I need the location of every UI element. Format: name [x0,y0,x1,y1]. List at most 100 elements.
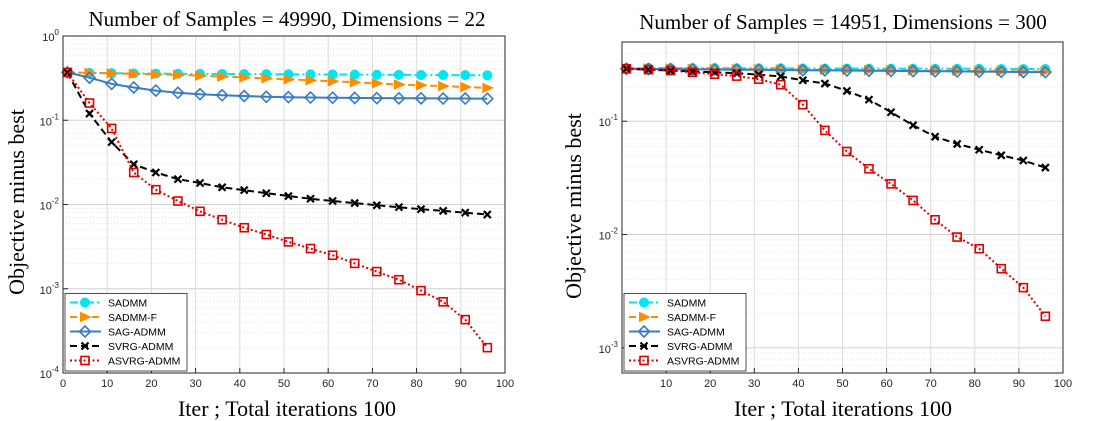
data-point [972,64,986,79]
y-tick-label: 10-3 [40,281,60,297]
x-tick-label: 80 [410,378,422,390]
series-svrg-admm [63,68,492,219]
data-point [327,250,338,261]
data-point [239,185,249,195]
data-point [193,87,207,101]
data-point [217,214,227,225]
x-tick-label: 30 [189,378,201,390]
data-point [284,191,293,201]
series-sag-admm [60,65,494,106]
x-tick-label: 0 [60,378,66,390]
y-tick-label: 10-2 [40,197,60,213]
data-point [372,266,382,277]
data-point [928,64,942,78]
x-tick-label: 70 [925,378,937,390]
data-point [950,64,964,79]
x-tick-label: 40 [792,378,804,390]
data-point [85,109,94,118]
data-point [1040,311,1051,322]
data-point [350,198,359,208]
data-point [372,200,382,210]
y-tick-label: 10-3 [599,340,619,356]
y-axis-label: Objective minus best [4,109,29,295]
data-point [1016,65,1030,79]
data-point [862,64,876,78]
data-point [908,195,918,206]
data-point [886,179,896,189]
data-point [460,314,471,325]
legend-label: SADMM-F [108,312,157,324]
data-point [349,258,360,269]
data-point [416,204,426,214]
legend-item: SADMM-F [70,311,157,324]
data-point [195,178,205,188]
data-point [952,139,962,149]
legend: SADMM SADMM-F SAG-ADMM SVRG-ADMM ASVRG-ADMM [64,293,188,372]
data-point [127,80,141,95]
data-point [371,78,384,89]
data-point [171,86,185,100]
data-point [150,69,163,80]
data-point [281,90,296,104]
data-point [884,64,898,78]
x-tick-label: 50 [836,378,848,390]
legend-marker [80,311,92,323]
x-tick-label: 100 [1054,378,1072,390]
series-sadmm-f [62,67,495,94]
data-point [482,342,493,353]
data-point [392,91,406,105]
y-tick-label: 10-4 [40,365,60,381]
data-point [283,74,296,85]
data-point [775,79,786,90]
data-point [438,206,448,216]
data-point [731,71,742,81]
data-point [996,263,1007,274]
data-point [908,121,918,130]
data-point [349,77,362,88]
series-line [66,71,488,216]
data-point [483,210,492,219]
legend: SADMM SADMM-F SAG-ADMM SVRG-ADMM ASVRG-ADMM [623,293,747,372]
data-point [952,232,962,242]
data-point [864,95,874,104]
data-point [416,80,428,91]
data-point [460,208,470,217]
x-tick-label: 60 [322,378,334,390]
data-point [685,62,700,76]
data-point [820,125,830,136]
data-point [305,75,318,86]
legend-item: ASVRG-ADMM [70,356,180,368]
y-tick-label: 10-1 [599,113,619,129]
data-point [217,71,229,82]
data-point [173,196,183,206]
data-point [151,184,161,195]
x-tick-label: 50 [278,378,290,390]
data-point [172,69,185,81]
data-point [195,70,207,81]
series-asvrg-admm [621,64,1051,322]
data-point [438,80,450,92]
data-point [709,69,720,79]
series-line [67,71,488,100]
data-point [371,69,382,80]
legend-marker [639,341,649,351]
data-point [305,243,316,254]
data-point [106,68,119,79]
data-point [820,79,830,88]
data-point [974,145,984,155]
data-point [328,196,337,206]
legend-marker [80,341,90,351]
legend-marker [80,297,90,308]
legend-item: SADMM-F [629,311,716,324]
data-point [436,91,450,106]
data-point [753,74,764,84]
data-point [394,274,404,285]
data-point [644,65,653,74]
data-point [261,229,272,240]
data-point [393,79,406,90]
data-point [930,132,940,141]
data-point [306,194,315,204]
x-tick-label: 70 [366,378,378,390]
data-point [818,63,832,77]
x-tick-label: 10 [660,378,672,390]
